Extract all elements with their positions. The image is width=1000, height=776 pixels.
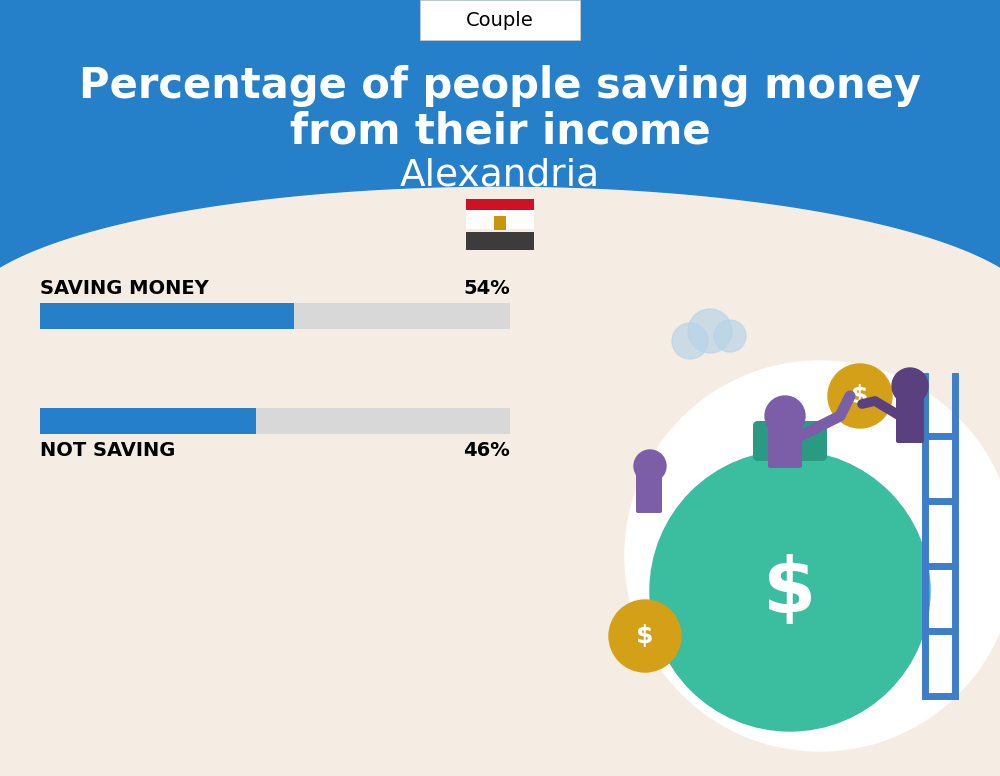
Circle shape: [672, 323, 708, 359]
FancyBboxPatch shape: [466, 232, 534, 250]
Text: Couple: Couple: [466, 11, 534, 29]
Text: SAVING MONEY: SAVING MONEY: [40, 279, 209, 297]
Circle shape: [634, 450, 666, 482]
Circle shape: [609, 600, 681, 672]
FancyBboxPatch shape: [753, 421, 827, 461]
FancyBboxPatch shape: [466, 199, 534, 217]
FancyBboxPatch shape: [768, 414, 802, 468]
Text: $: $: [636, 624, 654, 648]
FancyBboxPatch shape: [40, 303, 510, 329]
Text: Alexandria: Alexandria: [400, 158, 600, 194]
Circle shape: [892, 368, 928, 404]
Circle shape: [828, 364, 892, 428]
Text: Percentage of people saving money: Percentage of people saving money: [79, 65, 921, 107]
Text: NOT SAVING: NOT SAVING: [40, 442, 175, 460]
Text: 54%: 54%: [463, 279, 510, 297]
Circle shape: [714, 320, 746, 352]
FancyBboxPatch shape: [420, 0, 580, 40]
Circle shape: [688, 309, 732, 353]
Circle shape: [650, 451, 930, 731]
FancyBboxPatch shape: [896, 384, 924, 443]
Text: $: $: [851, 384, 869, 408]
Text: 46%: 46%: [463, 442, 510, 460]
Circle shape: [765, 396, 805, 436]
FancyBboxPatch shape: [494, 216, 506, 230]
Polygon shape: [0, 0, 1000, 316]
Text: $: $: [763, 554, 817, 628]
FancyBboxPatch shape: [466, 210, 534, 229]
FancyBboxPatch shape: [40, 408, 256, 434]
FancyBboxPatch shape: [40, 303, 294, 329]
FancyBboxPatch shape: [40, 408, 510, 434]
FancyBboxPatch shape: [636, 464, 662, 513]
Text: from their income: from their income: [290, 110, 710, 152]
Circle shape: [625, 361, 1000, 751]
